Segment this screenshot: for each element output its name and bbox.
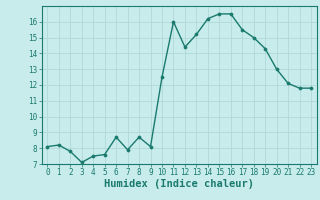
X-axis label: Humidex (Indice chaleur): Humidex (Indice chaleur)	[104, 179, 254, 189]
